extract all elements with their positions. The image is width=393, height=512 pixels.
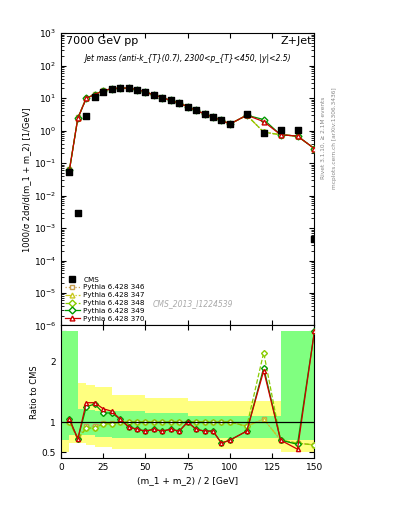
Point (134, 86, 140, 94)
Point (151, 91, 157, 99)
Legend: CMS, Pythia 6.428 346, Pythia 6.428 347, Pythia 6.428 348, Pythia 6.428 349, Pyt: CMS, Pythia 6.428 346, Pythia 6.428 347,… (62, 274, 147, 324)
Text: Z+Jet: Z+Jet (280, 36, 312, 46)
Point (210, 113, 216, 121)
Point (261, 129, 267, 137)
Text: 7000 GeV pp: 7000 GeV pp (66, 36, 138, 46)
Point (294, 126, 301, 134)
Point (202, 110, 208, 118)
Point (108, 84, 115, 93)
Point (168, 96, 174, 104)
Y-axis label: 1000/σ 2dσ/d(m_1 + m_2) [1/GeV]: 1000/σ 2dσ/d(m_1 + m_2) [1/GeV] (22, 107, 31, 252)
Point (244, 110, 250, 118)
Point (75, 208, 81, 217)
Point (185, 102, 191, 111)
Text: Rivet 3.1.10, ≥ 2.1M events: Rivet 3.1.10, ≥ 2.1M events (320, 97, 325, 179)
Point (125, 84, 132, 92)
Point (277, 126, 284, 134)
Point (117, 84, 123, 92)
X-axis label: (m_1 + m_2) / 2 [GeV]: (m_1 + m_2) / 2 [GeV] (137, 476, 238, 485)
Point (83, 112, 90, 120)
Point (311, 235, 318, 243)
Text: Jet mass (anti-k_{T}(0.7), 2300<p_{T}<450, |y|<2.5): Jet mass (anti-k_{T}(0.7), 2300<p_{T}<45… (84, 54, 291, 63)
Point (92, 93, 98, 101)
Text: CMS_2013_I1224539: CMS_2013_I1224539 (152, 299, 233, 308)
Text: mcplots.cern.ch [arXiv:1306.3436]: mcplots.cern.ch [arXiv:1306.3436] (332, 88, 337, 189)
Point (100, 88, 107, 96)
Point (142, 88, 149, 96)
Point (159, 93, 165, 101)
Point (66, 167, 73, 176)
Point (176, 99, 182, 108)
Point (227, 120, 233, 128)
Y-axis label: Ratio to CMS: Ratio to CMS (30, 365, 39, 419)
Point (193, 106, 199, 115)
Point (219, 116, 225, 124)
